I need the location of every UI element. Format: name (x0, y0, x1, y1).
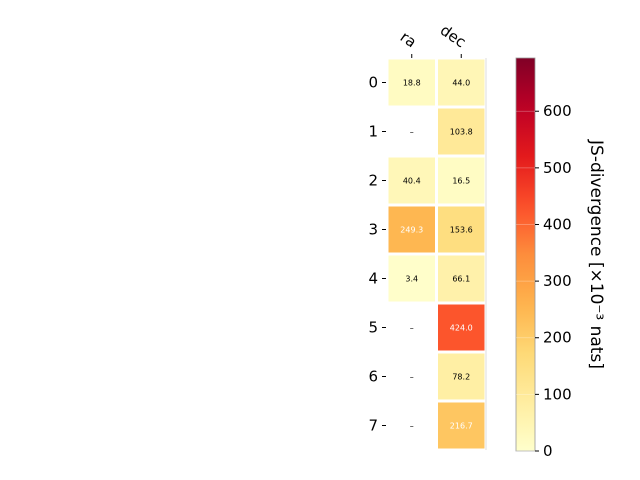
cell-missing-label: – (410, 373, 414, 382)
colorbar-tick-label: 400 (543, 215, 572, 233)
cell-value-label: 78.2 (452, 373, 470, 382)
heatmap-cells: 18.8 44.0 – 103.8 40.4 16.5 249.3 153.6 3.4 66.1 –… (388, 58, 487, 450)
column-label: dec (437, 21, 469, 51)
cell-value-label: 40.4 (403, 177, 421, 186)
colorbar-tick-label: 100 (543, 385, 572, 403)
cell-value-label: 44.0 (452, 79, 470, 88)
cell-value-label: 66.1 (452, 275, 470, 284)
heatmap-cell (388, 206, 435, 253)
cell-missing-label: – (410, 324, 414, 333)
heatmap-cell (438, 353, 485, 400)
column-label: ra (397, 28, 420, 52)
colorbar-tick-label: 600 (543, 102, 572, 120)
heatmap-cell (388, 157, 435, 204)
colorbar-tick-label: 500 (543, 159, 572, 177)
colorbar: 0 100 200 300 400 500 600 JS-divergence [×10⁻³ … (515, 57, 606, 460)
cell-missing-label: – (410, 128, 414, 137)
cell-value-label: 16.5 (452, 177, 470, 186)
heatmap-cell (438, 304, 485, 351)
row-labels: 0 1 2 3 4 5 6 7 (368, 74, 386, 435)
heatmap-cell (438, 157, 485, 204)
colorbar-tick-label: 0 (543, 442, 553, 460)
row-label: 2 (368, 172, 378, 190)
colorbar-label: JS-divergence [×10⁻³ nats] (586, 139, 606, 369)
heatmap-cell (438, 255, 485, 302)
heatmap-cell (438, 402, 485, 449)
cell-value-label: 18.8 (403, 79, 421, 88)
cell-value-label: 424.0 (450, 324, 473, 333)
row-label: 1 (368, 123, 378, 141)
cell-missing-label: – (410, 422, 414, 431)
heatmap-cell (388, 59, 435, 106)
heatmap-cell (438, 108, 485, 155)
cell-value-label: 249.3 (400, 226, 423, 235)
row-label: 0 (368, 74, 378, 92)
row-label: 4 (368, 270, 378, 288)
heatmap-cell (438, 59, 485, 106)
cell-value-label: 3.4 (405, 275, 418, 284)
colorbar-gradient (515, 57, 536, 452)
row-label: 7 (368, 417, 378, 435)
colorbar-tick-label: 200 (543, 329, 572, 347)
cell-value-label: 103.8 (450, 128, 473, 137)
row-label: 3 (368, 221, 378, 239)
row-label: 5 (368, 319, 378, 337)
row-label: 6 (368, 368, 378, 386)
cell-value-label: 153.6 (450, 226, 473, 235)
heatmap-cell (438, 206, 485, 253)
column-labels: ra dec (397, 21, 469, 58)
cell-value-label: 216.7 (450, 422, 473, 431)
heatmap-cell (388, 255, 435, 302)
colorbar-tick-label: 300 (543, 272, 572, 290)
